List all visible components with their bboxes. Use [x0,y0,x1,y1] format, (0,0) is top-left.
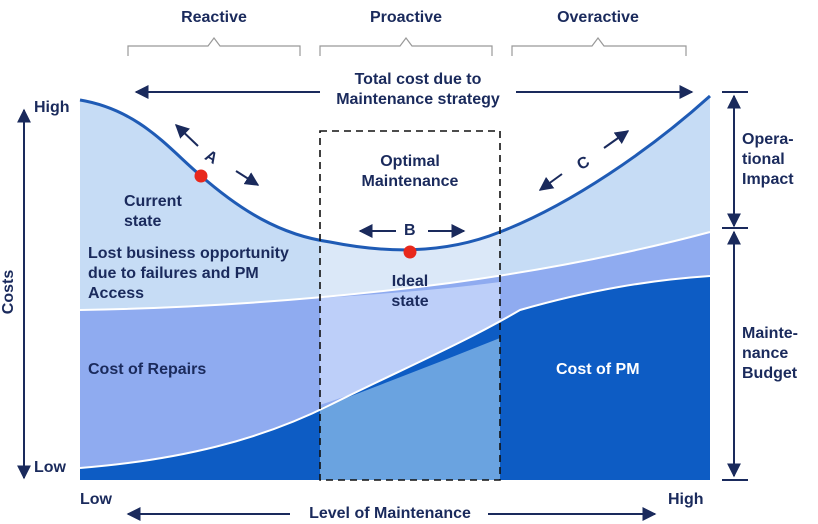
ideal-state-label: Ideal state [391,273,429,310]
total-cost-label: Total cost due to Maintenance strategy [336,71,500,108]
arrow-c-up [603,130,630,149]
arrow-c-down [538,173,563,191]
cost-of-repairs-label: Cost of Repairs [88,361,207,378]
phase-proactive-label: Proactive [369,9,443,26]
y-axis-high-label: High [34,99,70,116]
y-axis-label: Costs [0,269,17,315]
optimal-pm-highlight [320,338,500,480]
total-cost-curve [79,94,712,252]
operational-impact-label: Opera- tional Impact [742,131,794,188]
arrow-a-down [235,170,260,186]
reactive-bracket [127,37,301,56]
pm-boundary-line [79,275,711,469]
maintenance-budget-label: Mainte- nance Budget [742,325,798,382]
arrow-a-up [174,124,199,147]
lost-business-label: Lost business opportunity due to failure… [88,245,289,302]
current-state-marker [194,169,208,183]
optimal-maintenance-box [319,130,501,481]
y-axis-low-label: Low [34,459,66,476]
x-axis-label: Level of Maintenance [309,505,471,522]
ideal-state-marker [403,245,417,259]
phase-overactive-label: Overactive [557,9,639,26]
phase-reactive-label: Reactive [181,9,247,26]
optimal-maintenance-label: Optimal Maintenance [361,153,459,190]
repairs-boundary-line [79,231,711,311]
current-state-label: Current state [124,193,182,230]
x-axis-high-label: High [668,491,704,508]
proactive-bracket [319,37,493,56]
pm-area [80,276,710,480]
optimal-repairs-highlight [320,282,500,405]
overactive-bracket [511,37,687,56]
x-axis-low-label: Low [80,491,112,508]
cost-of-pm-label: Cost of PM [556,361,640,378]
point-b-label: B [404,222,416,239]
